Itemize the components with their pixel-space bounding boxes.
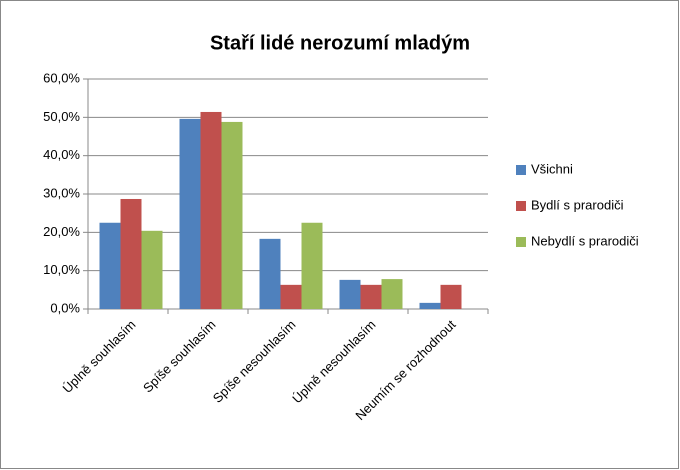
y-tick-label: 30,0% xyxy=(43,185,80,200)
bar xyxy=(301,222,323,309)
bar xyxy=(259,238,281,309)
y-tick-label: 20,0% xyxy=(43,224,80,239)
legend-swatch xyxy=(516,165,526,175)
bar xyxy=(360,284,382,309)
bar xyxy=(141,230,163,309)
bar xyxy=(221,121,243,309)
bar xyxy=(99,222,121,309)
y-tick-label: 10,0% xyxy=(43,262,80,277)
bar xyxy=(179,118,201,309)
bar xyxy=(339,279,361,309)
legend-label: Bydlí s prarodiči xyxy=(531,197,624,212)
legend-swatch xyxy=(516,201,526,211)
bar xyxy=(381,279,403,309)
legend-label: Všichni xyxy=(531,161,573,176)
bar xyxy=(440,284,462,309)
bar xyxy=(120,198,142,309)
bar xyxy=(200,111,222,309)
legend-label: Nebydlí s prarodiči xyxy=(531,233,639,248)
chart-title: Staří lidé nerozumí mladým xyxy=(210,32,470,54)
y-tick-label: 50,0% xyxy=(43,109,80,124)
bar xyxy=(280,284,302,309)
legend-swatch xyxy=(516,237,526,247)
y-tick-label: 0,0% xyxy=(50,300,80,315)
bar xyxy=(419,302,441,309)
y-tick-label: 60,0% xyxy=(43,70,80,85)
y-tick-label: 40,0% xyxy=(43,147,80,162)
